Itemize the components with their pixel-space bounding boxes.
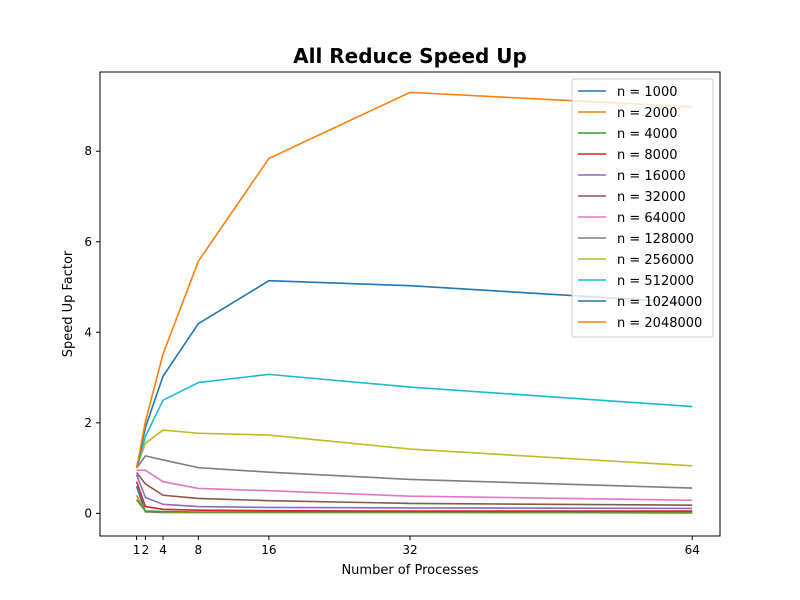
y-tick-label: 6 [84, 235, 92, 249]
series-line-12 [135, 91, 693, 469]
series-line-6 [135, 472, 693, 507]
plot-lines [135, 91, 693, 514]
x-axis-label: Number of Processes [341, 563, 478, 578]
series-line-5 [135, 474, 693, 510]
legend-label: n = 128000 [617, 232, 694, 247]
legend-label: n = 8000 [617, 148, 677, 163]
x-tick-label: 8 [195, 543, 203, 557]
series-line-10 [135, 373, 693, 469]
x-tick-label: 4 [159, 543, 167, 557]
series-line-3 [135, 499, 693, 513]
legend-label: n = 1000 [617, 85, 677, 100]
x-axis: 1 2 4 8 16 32 64 [133, 536, 700, 557]
series-line-4 [135, 481, 693, 512]
series-line-8 [135, 455, 693, 489]
legend-label: n = 4000 [617, 127, 677, 142]
legend-label: n = 512000 [617, 274, 694, 289]
series-line-7 [136, 469, 693, 502]
series-line-9 [135, 429, 693, 469]
y-tick-label: 2 [84, 416, 92, 430]
series-line-11 [135, 279, 693, 469]
x-tick-label: 64 [685, 543, 700, 557]
x-tick-label: 2 [142, 543, 150, 557]
x-tick-label: 16 [261, 543, 276, 557]
y-tick-label: 4 [84, 325, 92, 339]
chart-title: All Reduce Speed Up [293, 44, 527, 68]
legend-label: n = 1024000 [617, 295, 702, 310]
legend-label: n = 2048000 [617, 316, 702, 331]
x-tick-label: 1 [133, 543, 141, 557]
y-tick-label: 0 [84, 506, 92, 520]
legend-label: n = 16000 [617, 169, 686, 184]
legend-box [571, 78, 714, 338]
legend-label: n = 32000 [617, 190, 686, 205]
legend-label: n = 256000 [617, 253, 694, 268]
y-axis: 0 2 4 6 8 [84, 144, 100, 520]
legend-label: n = 64000 [617, 211, 686, 226]
legend: n = 1000 n = 2000 n = 4000 n = 8000 n = 1600… [571, 78, 714, 338]
y-axis-label: Speed Up Factor [61, 250, 76, 357]
x-tick-label: 32 [402, 543, 417, 557]
y-tick-label: 8 [84, 144, 92, 158]
legend-label: n = 2000 [617, 106, 677, 121]
